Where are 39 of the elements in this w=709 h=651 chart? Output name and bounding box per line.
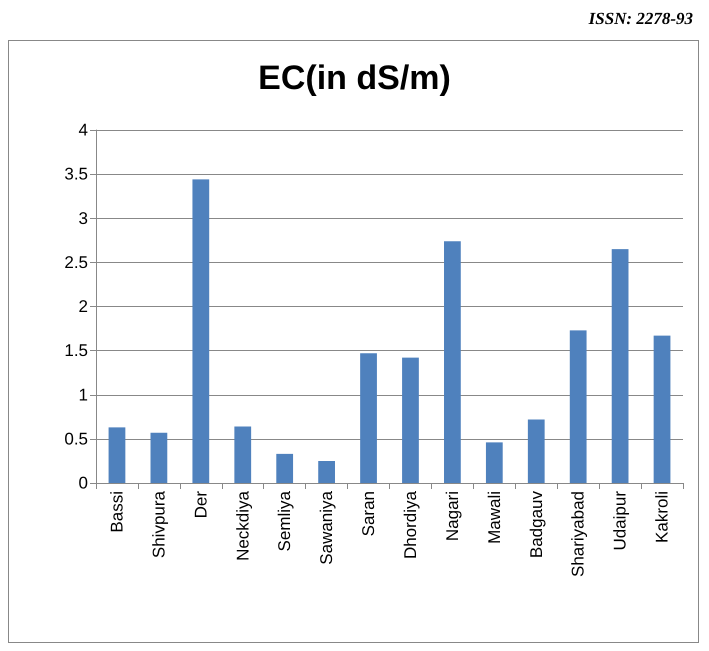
bar [486, 442, 503, 483]
bar [276, 454, 294, 483]
x-tick-label: Nagari [442, 491, 462, 542]
y-tick-label: 2 [78, 297, 88, 316]
bar [318, 460, 335, 483]
x-tick-label: Sawaniya [317, 490, 336, 565]
y-tick-label: 1 [78, 385, 88, 404]
y-tick-label: 1.5 [64, 341, 88, 360]
x-tick-label: Shariyabad [568, 491, 588, 578]
y-tick-label: 2.5 [64, 252, 88, 272]
bar [570, 330, 587, 483]
bar [150, 432, 168, 483]
bar [402, 358, 419, 483]
bar [360, 353, 377, 483]
bar [528, 419, 545, 483]
text: ISSN: 2278-93 [588, 9, 694, 28]
x-tick-label: Mawali [484, 491, 504, 544]
x-tick-label: Kakroli [652, 491, 672, 543]
bar [192, 179, 210, 483]
y-tick-label: 0.5 [64, 429, 88, 448]
x-tick-label: Badgauv [526, 490, 546, 558]
y-tick-label: 3 [78, 208, 88, 228]
x-tick-label: Udaipur [610, 490, 630, 551]
y-tick-label: 0 [78, 474, 88, 492]
x-tick-label: Shivpura [149, 490, 168, 558]
x-tick-label: Der [191, 490, 210, 518]
bar [444, 241, 461, 483]
x-tick-label: Saran [359, 491, 378, 536]
bar [654, 336, 670, 483]
y-tick-label: 4 [78, 120, 88, 140]
bar [234, 426, 252, 483]
bar [108, 427, 126, 483]
x-tick-label: Neckdiya [233, 490, 252, 561]
bar [612, 249, 628, 483]
x-tick-label: Dhordiya [400, 490, 420, 560]
chart-title: EC(in dS/m) [258, 59, 451, 97]
y-tick-label: 3.5 [64, 164, 88, 184]
x-tick-label: Semliya [275, 490, 294, 552]
x-tick-label: Bassi [107, 491, 126, 533]
